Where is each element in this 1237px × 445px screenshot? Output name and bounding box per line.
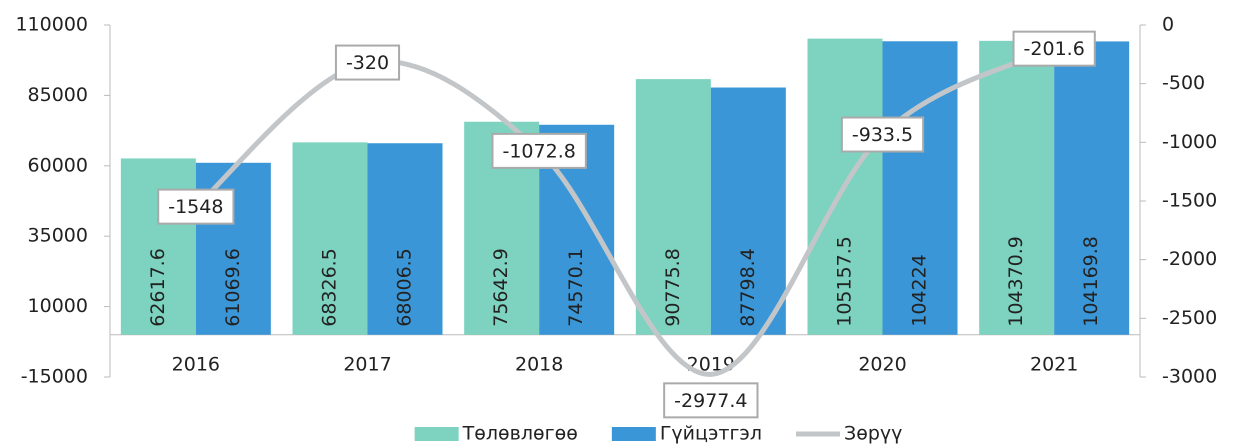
y2-tick-label: -2000 xyxy=(1162,248,1217,270)
label-box xyxy=(334,44,401,81)
line-label-text: -320 xyxy=(346,52,389,74)
x-tick-label: 2020 xyxy=(858,354,906,376)
y-tick-label: 10000 xyxy=(28,295,88,317)
y-tick-label: 110000 xyxy=(15,14,88,36)
line-label-text: -933.5 xyxy=(852,124,913,146)
y2-tick-label: -3000 xyxy=(1162,366,1217,388)
line-label: -201.6 xyxy=(1012,30,1096,67)
x-tick-label: 2016 xyxy=(172,354,220,376)
line-label: -1548 xyxy=(157,188,235,225)
line-label: -933.5 xyxy=(840,116,925,153)
line-label-text: -201.6 xyxy=(1024,38,1085,60)
y-tick-label: 60000 xyxy=(28,154,88,176)
bar-label: 74570.1 xyxy=(565,248,587,327)
line-label: -1072.8 xyxy=(491,132,587,169)
bar xyxy=(120,158,196,335)
y2-tick-label: -1500 xyxy=(1162,190,1217,212)
y2-tick-label: 0 xyxy=(1162,14,1174,36)
bar xyxy=(292,142,368,335)
y-tick-label: -15000 xyxy=(21,366,88,388)
bar-label: 61069.6 xyxy=(222,248,244,327)
line-label: -320 xyxy=(334,44,401,81)
y2-tick-label: -2500 xyxy=(1162,307,1217,329)
legend-label: Гүйцэтгэл xyxy=(660,423,762,445)
x-tick-label: 2021 xyxy=(1030,354,1078,376)
label-box xyxy=(157,188,235,225)
bar xyxy=(635,79,711,335)
label-box xyxy=(1012,30,1096,67)
bar-label: 68006.5 xyxy=(394,248,416,327)
bar-label: 105157.5 xyxy=(834,236,856,327)
legend: Төлөвлөгөө Гүйцэтгэл Зөрүү xyxy=(414,423,902,445)
label-box xyxy=(840,116,925,153)
bar-label: 68326.5 xyxy=(319,248,341,327)
legend-swatch xyxy=(611,427,656,441)
bar-label: 104370.9 xyxy=(1005,236,1027,327)
bar xyxy=(710,87,786,335)
y2-tick-label: -500 xyxy=(1162,72,1205,94)
bar-label: 87798.4 xyxy=(737,248,759,327)
legend-label: Зөрүү xyxy=(844,423,902,445)
bar-label: 104169.8 xyxy=(1080,236,1102,327)
bar-label: 75642.9 xyxy=(490,248,512,327)
label-box xyxy=(663,382,759,419)
line-label-text: -2977.4 xyxy=(674,390,747,412)
line-label-text: -1072.8 xyxy=(502,140,575,162)
x-tick-label: 2017 xyxy=(343,354,391,376)
line-label-text: -1548 xyxy=(168,196,223,218)
line-label: -2977.4 xyxy=(663,382,759,419)
y2-tick-label: -1000 xyxy=(1162,131,1217,153)
bar-label: 90775.8 xyxy=(662,248,684,327)
bar xyxy=(1054,41,1130,335)
legend-swatch xyxy=(414,427,459,441)
label-box xyxy=(491,132,587,169)
y-tick-label: 85000 xyxy=(28,84,88,106)
y-tick-label: 35000 xyxy=(28,225,88,247)
bar xyxy=(979,40,1055,335)
x-tick-label: 2018 xyxy=(515,354,563,376)
bar-label: 62617.6 xyxy=(147,248,169,327)
bar xyxy=(367,143,443,335)
bar-label: 104224 xyxy=(909,254,931,327)
legend-label: Төлөвлөгөө xyxy=(462,423,578,445)
